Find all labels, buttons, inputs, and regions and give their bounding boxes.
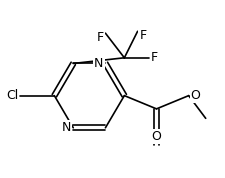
Text: O: O [190, 89, 200, 102]
Text: F: F [139, 29, 146, 42]
Text: N: N [94, 57, 103, 70]
Text: F: F [96, 31, 103, 44]
Text: N: N [62, 121, 71, 134]
Text: Cl: Cl [6, 89, 18, 102]
Text: F: F [150, 51, 157, 64]
Text: O: O [151, 130, 161, 143]
